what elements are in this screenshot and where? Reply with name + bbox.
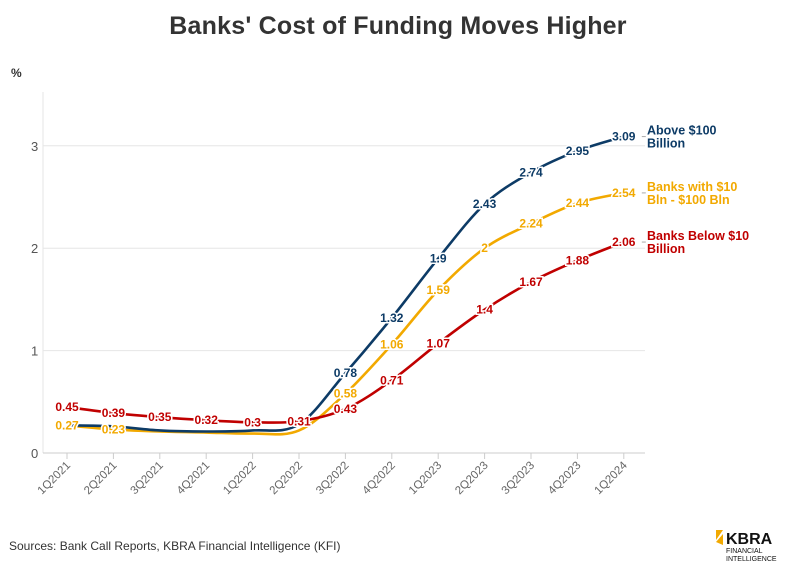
- x-tick-label: 3Q2022: [314, 460, 351, 497]
- x-tick-label: 1Q2021: [36, 460, 73, 497]
- data-label: 2.06: [612, 235, 636, 249]
- data-label: 2.43: [473, 197, 497, 211]
- data-label: 2: [481, 241, 488, 255]
- series-line: [66, 240, 625, 424]
- data-label: 2.74: [519, 165, 543, 179]
- data-label: 0.45: [55, 400, 79, 414]
- x-tick-label: 2Q2021: [82, 460, 119, 497]
- y-tick-label: 2: [31, 241, 38, 256]
- data-label: 0.58: [334, 387, 358, 401]
- data-label: 0.23: [102, 422, 126, 436]
- data-label: 3.09: [612, 130, 636, 144]
- series-label: Banks Below $10: [647, 229, 749, 243]
- data-label: 1.32: [380, 311, 404, 325]
- chart-title: Banks' Cost of Funding Moves Higher: [169, 12, 627, 40]
- data-label: 1.9: [430, 251, 447, 265]
- data-label: 0.31: [287, 414, 311, 428]
- series-label: Billion: [647, 137, 685, 151]
- series-label: Banks with $10: [647, 180, 737, 194]
- series-line: [66, 135, 625, 433]
- x-tick-label: 1Q2023: [407, 460, 444, 497]
- data-label: 1.67: [519, 275, 543, 289]
- data-label: 1.88: [566, 253, 590, 267]
- x-tick-label: 4Q2021: [175, 460, 212, 497]
- data-label: 0.3: [244, 415, 261, 429]
- data-label: 2.95: [566, 144, 590, 158]
- data-label: 0.32: [195, 413, 219, 427]
- data-label: 0.71: [380, 373, 404, 387]
- data-label: 2.54: [612, 186, 636, 200]
- data-label: 0.78: [334, 366, 358, 380]
- data-label: 0.35: [148, 410, 172, 424]
- svg-text:INTELLIGENCE: INTELLIGENCE: [726, 556, 777, 563]
- x-tick-label: 2Q2022: [268, 460, 305, 497]
- data-label: 0.39: [102, 406, 126, 420]
- y-axis-label: %: [11, 66, 22, 80]
- svg-text:KBRA: KBRA: [726, 531, 773, 548]
- x-tick-label: 3Q2021: [128, 460, 165, 497]
- y-tick-label: 1: [31, 344, 38, 359]
- x-tick-label: 4Q2022: [360, 460, 397, 497]
- svg-text:FINANCIAL: FINANCIAL: [726, 548, 763, 555]
- data-label: 1.06: [380, 337, 404, 351]
- x-tick-label: 3Q2023: [500, 460, 537, 497]
- y-tick-label: 3: [31, 139, 38, 154]
- data-label: 1.07: [427, 336, 451, 350]
- series-label: Billion: [647, 242, 685, 256]
- data-label: 2.24: [519, 217, 543, 231]
- x-tick-label: 1Q2024: [592, 459, 630, 497]
- kbra-logo: KBRA FINANCIAL INTELLIGENCE: [714, 528, 794, 573]
- x-tick-label: 1Q2022: [221, 460, 258, 497]
- data-label: 0.27: [55, 418, 79, 432]
- y-tick-label: 0: [31, 446, 38, 461]
- series-label: Above $100: [647, 124, 717, 138]
- x-tick-label: 4Q2023: [546, 460, 583, 497]
- source-note: Sources: Bank Call Reports, KBRA Financi…: [9, 539, 341, 553]
- data-label: 1.59: [427, 283, 451, 297]
- series-label: Bln - $100 Bln: [647, 193, 730, 207]
- data-label: 0.43: [334, 402, 358, 416]
- data-label: 1.4: [476, 303, 493, 317]
- data-label: 2.44: [566, 196, 590, 210]
- x-tick-label: 2Q2023: [453, 460, 490, 497]
